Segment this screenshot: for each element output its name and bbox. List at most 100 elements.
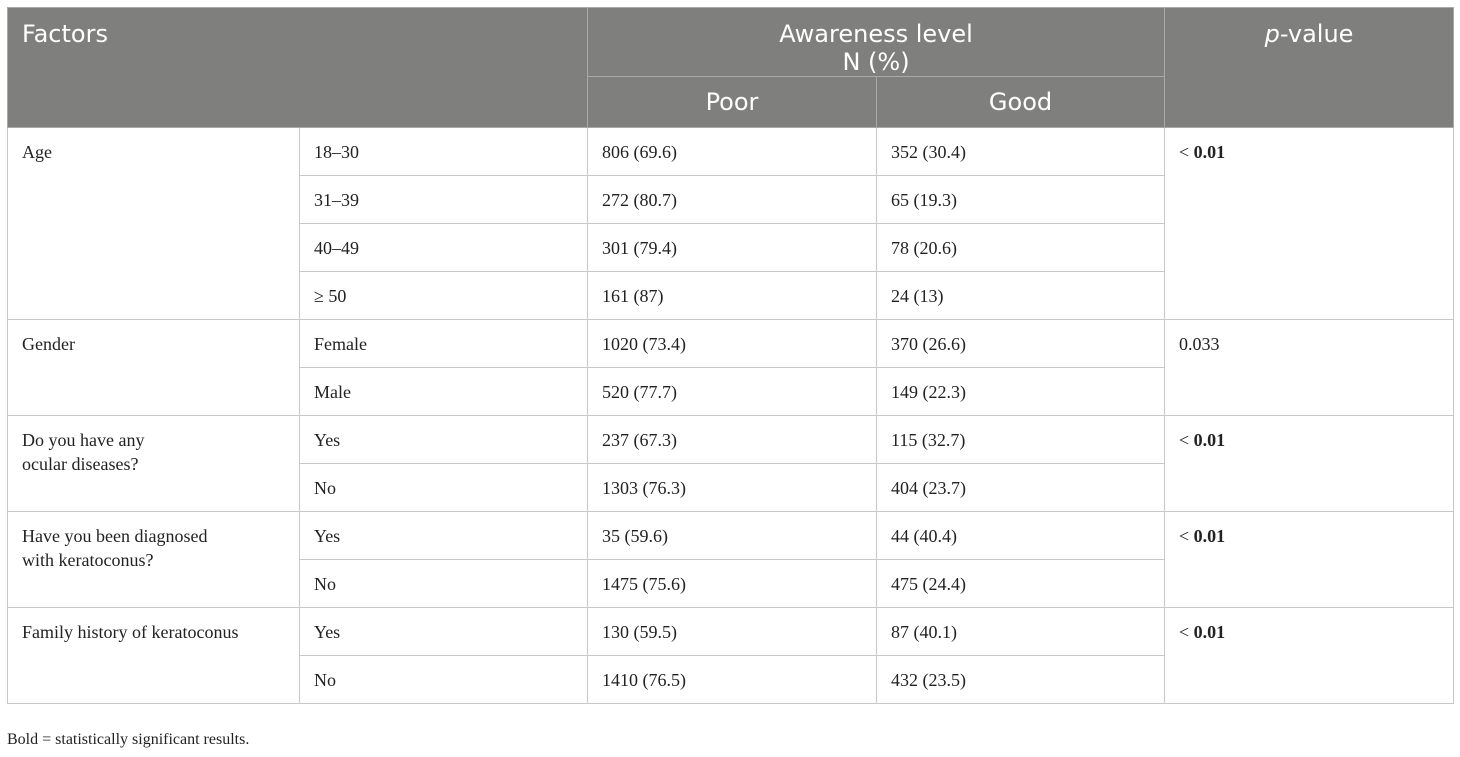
p-value-cell: < 0.01 xyxy=(1164,607,1455,704)
level-cell-text: Male xyxy=(314,382,351,402)
poor-cell-text: 1303 (76.3) xyxy=(602,478,686,498)
p-value-number: 0.01 xyxy=(1193,430,1226,450)
p-value-text: < 0.01 xyxy=(1179,512,1439,548)
header-factors-label: Factors xyxy=(22,20,108,48)
table-row: ≥ 50 161 (87) 24 (13) xyxy=(8,271,1454,320)
good-cell: 65 (19.3) xyxy=(875,175,1166,224)
header-poor: Poor xyxy=(587,76,877,128)
header-awareness-line2: N (%) xyxy=(842,48,910,76)
table-row: No 1303 (76.3) 404 (23.7) xyxy=(8,463,1454,512)
poor-cell: 161 (87) xyxy=(587,271,877,320)
p-value-cell: < 0.01 xyxy=(1164,127,1455,320)
good-cell-text: 432 (23.5) xyxy=(891,670,966,690)
factor-cell: Gender xyxy=(7,319,300,416)
table-row: Age 18–30 806 (69.6) 352 (30.4) < 0.01 xyxy=(7,127,1455,320)
poor-cell-text: 35 (59.6) xyxy=(602,526,668,546)
good-cell: 475 (24.4) xyxy=(875,559,1166,608)
poor-cell: 1020 (73.4) xyxy=(587,319,877,368)
level-cell-text: Yes xyxy=(314,622,341,642)
table-row: No 1475 (75.6) 475 (24.4) xyxy=(8,559,1454,608)
data-table: Factors Awareness level N (%) p-value Po… xyxy=(7,7,1455,704)
p-value-cell: < 0.01 xyxy=(1164,511,1455,608)
header-factors: Factors xyxy=(7,7,588,128)
p-value-text: < 0.01 xyxy=(1179,608,1439,644)
good-cell: 24 (13) xyxy=(875,271,1166,320)
level-cell-text: Female xyxy=(314,334,367,354)
level-cell: Yes xyxy=(299,511,588,560)
level-cell: No xyxy=(299,463,588,512)
p-value-prefix: < xyxy=(1179,430,1194,450)
poor-cell-text: 520 (77.7) xyxy=(602,382,677,402)
header-poor-label: Poor xyxy=(705,88,759,116)
poor-cell: 520 (77.7) xyxy=(587,367,877,416)
level-cell-text: Yes xyxy=(314,430,341,450)
good-cell-text: 65 (19.3) xyxy=(891,190,957,210)
p-value-prefix: < xyxy=(1179,526,1194,546)
good-cell-text: 352 (30.4) xyxy=(891,142,966,162)
good-cell: 87 (40.1) xyxy=(875,607,1166,656)
level-cell: No xyxy=(299,655,588,704)
table-row: 40–49 301 (79.4) 78 (20.6) xyxy=(8,223,1454,272)
p-value-number: 0.01 xyxy=(1193,526,1226,546)
p-value-text: < 0.01 xyxy=(1179,416,1439,452)
poor-cell: 35 (59.6) xyxy=(587,511,877,560)
poor-cell-text: 237 (67.3) xyxy=(602,430,677,450)
factor-cell: Age xyxy=(7,127,300,320)
level-cell: Yes xyxy=(299,415,588,464)
table-row: Do you have any ocular diseases? Yes 237 (6… xyxy=(7,415,1455,512)
poor-cell-text: 161 (87) xyxy=(602,286,664,306)
header-good-label: Good xyxy=(988,88,1053,116)
poor-cell: 1303 (76.3) xyxy=(587,463,877,512)
poor-cell: 272 (80.7) xyxy=(587,175,877,224)
poor-cell: 237 (67.3) xyxy=(587,415,877,464)
factor-label-line2: ocular diseases? xyxy=(22,454,139,474)
poor-cell-text: 272 (80.7) xyxy=(602,190,677,210)
good-cell: 78 (20.6) xyxy=(875,223,1166,272)
p-value-number: 0.033 xyxy=(1179,334,1220,354)
good-cell-text: 24 (13) xyxy=(891,286,944,306)
factor-label: Have you been diagnosed with keratoconus? xyxy=(22,512,285,572)
good-cell-text: 404 (23.7) xyxy=(891,478,966,498)
p-value-prefix: < xyxy=(1179,622,1194,642)
poor-cell-text: 1020 (73.4) xyxy=(602,334,686,354)
good-cell-text: 87 (40.1) xyxy=(891,622,957,642)
good-cell: 149 (22.3) xyxy=(875,367,1166,416)
table-row: No 1410 (76.5) 432 (23.5) xyxy=(8,655,1454,704)
table-row: 31–39 272 (80.7) 65 (19.3) xyxy=(8,175,1454,224)
good-cell-text: 78 (20.6) xyxy=(891,238,957,258)
table-body: Age 18–30 806 (69.6) 352 (30.4) < 0.01 31–39 2… xyxy=(7,127,1455,704)
table-row: Gender Female 1020 (73.4) 370 (26.6) 0.033 xyxy=(7,319,1455,416)
level-cell: 18–30 xyxy=(299,127,588,176)
poor-cell: 1410 (76.5) xyxy=(587,655,877,704)
good-cell: 44 (40.4) xyxy=(875,511,1166,560)
good-cell-text: 115 (32.7) xyxy=(891,430,966,450)
factor-label: Age xyxy=(22,142,52,162)
good-cell: 432 (23.5) xyxy=(875,655,1166,704)
good-cell-text: 370 (26.6) xyxy=(891,334,966,354)
poor-cell-text: 130 (59.5) xyxy=(602,622,677,642)
level-cell: Yes xyxy=(299,607,588,656)
header-p-italic: p xyxy=(1264,20,1280,48)
factor-label: Gender xyxy=(22,334,75,354)
factor-cell: Do you have any ocular diseases? xyxy=(7,415,300,512)
p-value-prefix: < xyxy=(1179,142,1194,162)
poor-cell: 301 (79.4) xyxy=(587,223,877,272)
p-value-cell: < 0.01 xyxy=(1164,415,1455,512)
header-awareness-level: Awareness level N (%) xyxy=(586,7,1166,77)
p-value-text: < 0.01 xyxy=(1179,128,1439,164)
level-cell-text: ≥ 50 xyxy=(314,286,347,306)
factor-label-line1: Do you have any xyxy=(22,430,145,450)
good-cell: 404 (23.7) xyxy=(875,463,1166,512)
good-cell: 370 (26.6) xyxy=(875,319,1166,368)
level-cell-text: 40–49 xyxy=(314,238,359,258)
level-cell: 31–39 xyxy=(299,175,588,224)
table-header: Factors Awareness level N (%) p-value Po… xyxy=(7,7,1455,128)
level-cell-text: No xyxy=(314,670,336,690)
poor-cell-text: 1475 (75.6) xyxy=(602,574,686,594)
level-cell-text: 31–39 xyxy=(314,190,359,210)
good-cell-text: 149 (22.3) xyxy=(891,382,966,402)
good-cell-text: 475 (24.4) xyxy=(891,574,966,594)
factor-label-line2: with keratoconus? xyxy=(22,550,154,570)
level-cell: No xyxy=(299,559,588,608)
p-value-cell: 0.033 xyxy=(1164,319,1455,416)
